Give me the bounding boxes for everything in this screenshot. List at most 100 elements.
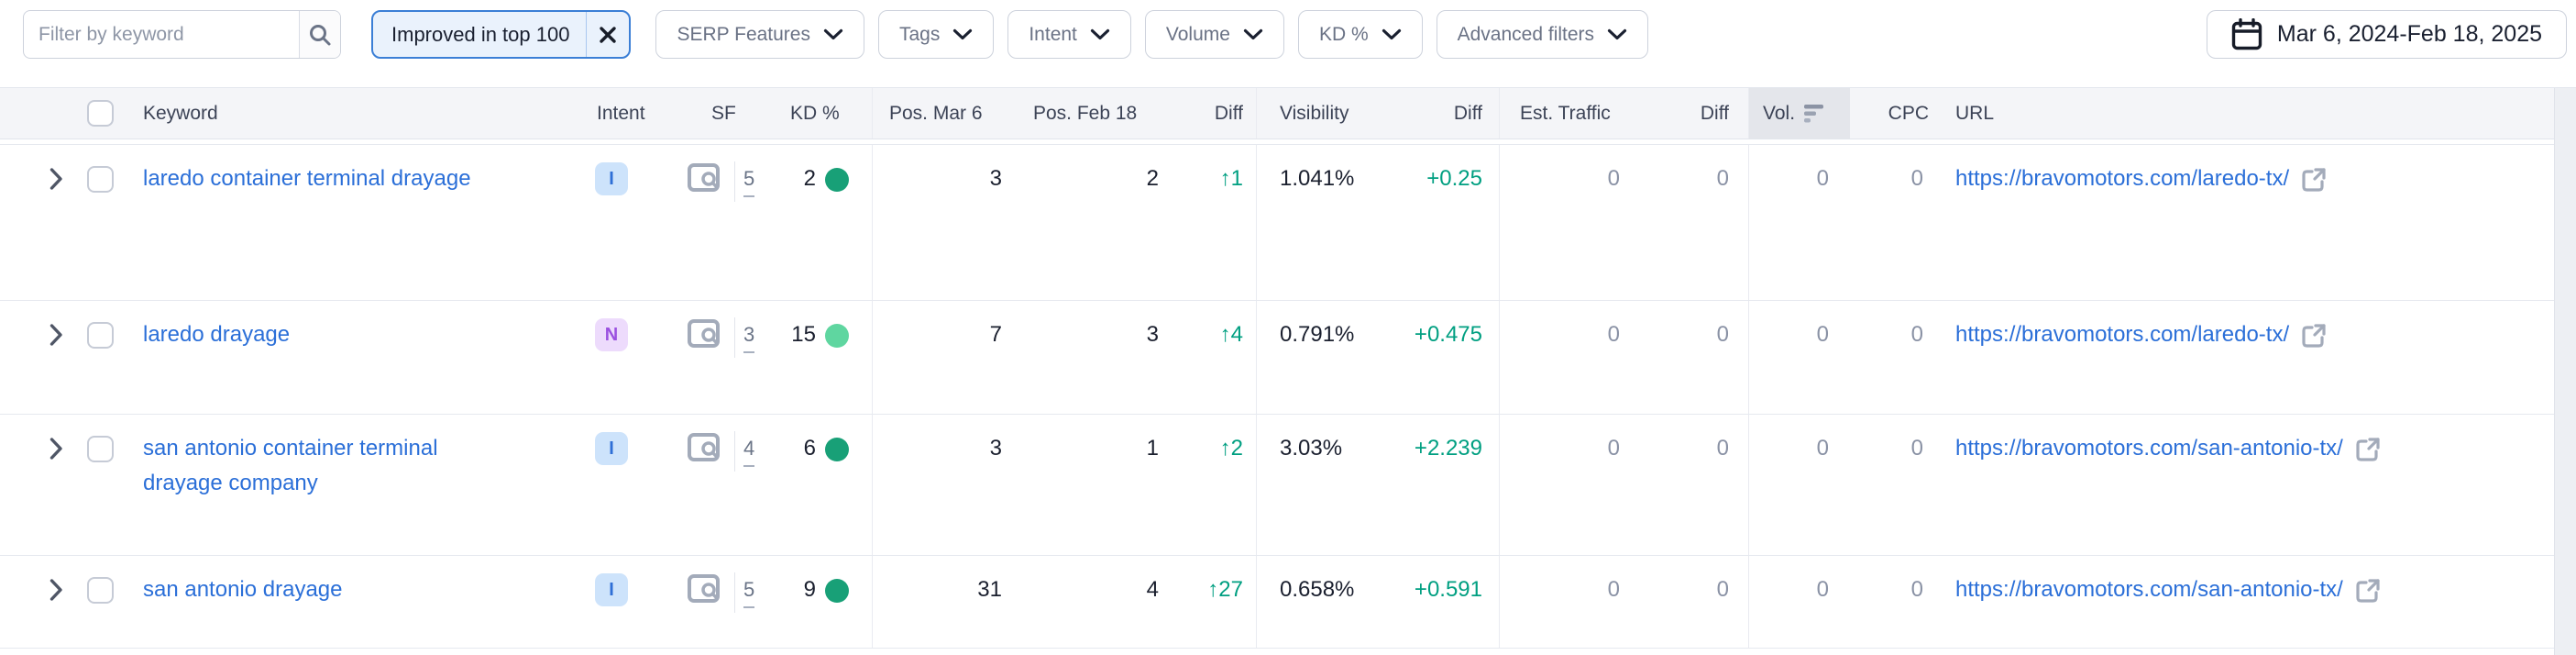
sort-descending-icon [1804,104,1824,122]
row-checkbox[interactable] [87,577,114,604]
est-traffic-value: 0 [1607,322,1620,347]
traffic-diff-value: 0 [1646,145,1749,300]
serp-features-count[interactable]: 3 [743,321,755,353]
serp-features-dropdown-label: SERP Features [677,23,810,45]
external-link-icon[interactable] [2354,577,2382,605]
column-header-url[interactable]: URL [1955,102,1995,124]
visibility-diff-value: +2.239 [1394,415,1500,555]
volume-value: 0 [1816,436,1829,461]
keyword-link[interactable]: san antonio container terminal drayage c… [143,436,438,495]
header-expander-spacer [0,88,87,139]
table-body: laredo container terminal drayage I 5 2 … [0,139,2576,649]
result-url-link[interactable]: https://bravomotors.com/laredo-tx/ [1955,166,2290,191]
serp-features-cell: 5 [687,556,790,648]
header-checkbox-cell [87,88,128,139]
volume-header-label: Vol. [1763,102,1796,124]
keyword-filter-input[interactable] [24,11,299,58]
expand-row-chevron-icon[interactable] [50,437,63,461]
chevron-down-icon [1382,28,1401,40]
intent-badge[interactable]: I [595,432,628,465]
column-header-volume-sorted[interactable]: Vol. [1749,88,1850,139]
column-header-pos-start[interactable]: Pos. Mar 6 [889,102,983,124]
active-filter-chip[interactable]: Improved in top 100 [371,10,632,59]
volume-dropdown[interactable]: Volume [1144,10,1284,59]
column-header-diff-visibility[interactable]: Diff [1394,88,1500,139]
url-cell: https://bravomotors.com/laredo-tx/ [1942,145,2554,300]
result-url-link[interactable]: https://bravomotors.com/laredo-tx/ [1955,322,2290,347]
table-row: san antonio container terminal drayage c… [0,415,2554,556]
kd-value: 6 [803,436,816,461]
keyword-cell: laredo drayage [128,301,595,414]
volume-dropdown-label: Volume [1165,23,1230,45]
date-range-picker[interactable]: Mar 6, 2024-Feb 18, 2025 [2206,10,2567,59]
serp-features-dropdown[interactable]: SERP Features [655,10,864,59]
column-header-sf[interactable]: SF [711,102,736,124]
column-header-est-traffic[interactable]: Est. Traffic [1520,102,1611,124]
serp-features-cell: 4 [687,415,790,555]
column-header-diff-pos[interactable]: Diff [1173,88,1257,139]
kd-cell: 15 [790,301,873,414]
column-header-pos-end[interactable]: Pos. Feb 18 [1033,102,1138,124]
pos-diff-value: ↑4 [1173,301,1257,414]
advanced-filters-dropdown[interactable]: Advanced filters [1436,10,1649,59]
traffic-diff-value: 0 [1646,556,1749,648]
serp-features-count[interactable]: 5 [743,165,755,197]
row-checkbox[interactable] [87,436,114,462]
intent-cell: I [595,415,687,555]
serp-features-cell: 3 [687,301,790,414]
visibility-diff-value: +0.25 [1394,145,1500,300]
expander-cell [0,556,87,648]
column-header-diff-traffic[interactable]: Diff [1646,88,1749,139]
kd-dropdown[interactable]: KD % [1297,10,1423,59]
expand-row-chevron-icon[interactable] [50,578,63,602]
keyword-link[interactable]: laredo container terminal drayage [143,166,471,191]
intent-dropdown[interactable]: Intent [1007,10,1131,59]
row-checkbox[interactable] [87,166,114,193]
filter-bar: Improved in top 100 SERP Features Tags I… [0,0,2576,88]
intent-badge[interactable]: I [595,162,628,195]
vertical-scrollbar[interactable] [2554,88,2576,655]
kd-dropdown-label: KD % [1318,23,1369,45]
serp-features-icon[interactable] [687,162,723,195]
tags-dropdown[interactable]: Tags [877,10,995,59]
column-header-intent[interactable]: Intent [597,102,645,124]
intent-badge[interactable]: N [595,318,628,351]
calendar-icon [2231,17,2262,50]
search-button[interactable] [300,11,340,58]
remove-filter-button[interactable] [587,12,629,57]
column-header-keyword[interactable]: Keyword [143,102,218,124]
keyword-cell: san antonio drayage [128,556,595,648]
expand-row-chevron-icon[interactable] [50,323,63,347]
intent-cell: I [595,556,687,648]
result-url-link[interactable]: https://bravomotors.com/san-antonio-tx/ [1955,577,2343,602]
external-link-icon[interactable] [2300,166,2328,194]
serp-features-count[interactable]: 5 [743,576,755,608]
serp-features-icon[interactable] [687,318,723,351]
column-header-cpc[interactable]: CPC [1888,102,1929,124]
pos-end-value: 3 [1146,322,1159,347]
date-range-label: Mar 6, 2024-Feb 18, 2025 [2276,21,2542,47]
cpc-value: 0 [1910,322,1923,347]
keyword-filter-input-group [23,10,341,59]
select-all-checkbox[interactable] [87,100,114,127]
serp-features-count[interactable]: 4 [743,435,755,467]
kd-difficulty-dot [825,438,849,461]
serp-features-icon[interactable] [687,573,723,606]
serp-features-icon[interactable] [687,432,723,465]
column-header-kd[interactable]: KD % [790,88,873,139]
result-url-link[interactable]: https://bravomotors.com/san-antonio-tx/ [1955,436,2343,461]
external-link-icon[interactable] [2354,436,2382,463]
pos-end-value: 2 [1146,166,1159,191]
external-link-icon[interactable] [2300,322,2328,350]
row-checkbox[interactable] [87,322,114,349]
est-traffic-value: 0 [1607,577,1620,602]
keyword-cell: san antonio container terminal drayage c… [128,415,595,555]
keyword-link[interactable]: san antonio drayage [143,577,343,602]
keyword-link[interactable]: laredo drayage [143,322,291,347]
column-header-visibility[interactable]: Visibility [1280,102,1349,124]
intent-badge[interactable]: I [595,573,628,606]
volume-value: 0 [1816,577,1829,602]
kd-value: 2 [803,166,816,191]
advanced-filters-dropdown-label: Advanced filters [1457,23,1595,45]
expand-row-chevron-icon[interactable] [50,167,63,191]
